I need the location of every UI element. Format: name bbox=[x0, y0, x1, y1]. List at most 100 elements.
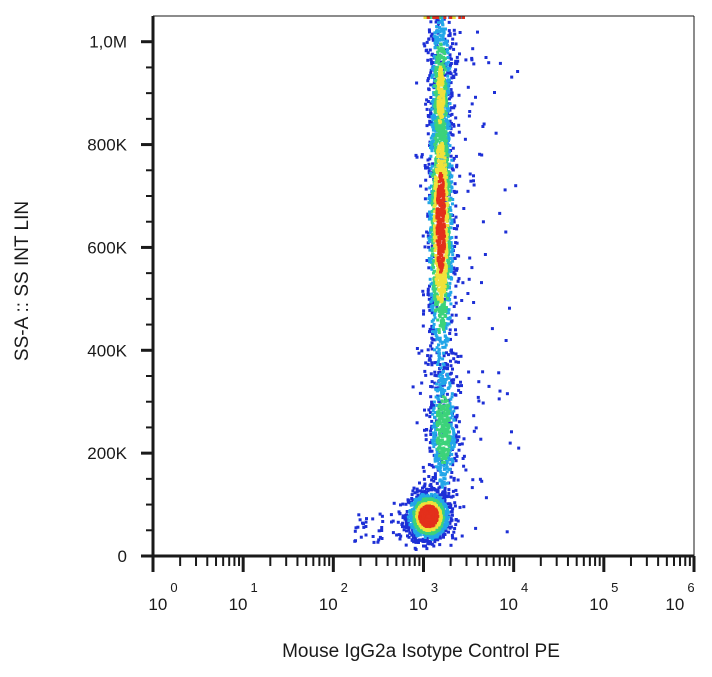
data-point bbox=[364, 520, 368, 524]
data-point bbox=[454, 488, 458, 492]
data-point bbox=[443, 113, 447, 117]
data-point bbox=[443, 330, 446, 334]
data-point bbox=[452, 409, 456, 413]
data-point bbox=[470, 58, 474, 62]
data-point bbox=[439, 386, 443, 389]
data-point bbox=[440, 130, 444, 134]
data-point bbox=[447, 97, 451, 101]
data-point bbox=[448, 144, 452, 148]
data-point bbox=[448, 285, 451, 289]
data-point bbox=[429, 20, 433, 24]
data-point bbox=[413, 532, 417, 536]
data-point bbox=[401, 502, 405, 506]
data-point bbox=[425, 428, 428, 431]
data-point bbox=[377, 529, 381, 533]
data-point bbox=[440, 413, 444, 417]
data-point bbox=[452, 28, 456, 32]
data-point bbox=[436, 363, 440, 366]
data-point bbox=[454, 435, 458, 439]
data-point bbox=[446, 481, 449, 485]
data-point bbox=[427, 293, 431, 297]
y-tick-label: 600K bbox=[87, 238, 127, 257]
data-point bbox=[425, 534, 429, 538]
data-point bbox=[427, 408, 431, 412]
data-point bbox=[439, 227, 442, 231]
data-point bbox=[426, 100, 430, 103]
data-point bbox=[422, 477, 426, 481]
data-point bbox=[444, 434, 448, 438]
data-point bbox=[441, 35, 445, 39]
data-point bbox=[447, 530, 450, 534]
data-point bbox=[446, 83, 450, 87]
data-point bbox=[443, 533, 447, 536]
data-point bbox=[434, 127, 438, 130]
x-tick-label: 105 bbox=[589, 580, 618, 614]
data-point bbox=[444, 292, 448, 295]
data-point bbox=[426, 354, 430, 358]
data-point bbox=[457, 448, 461, 452]
data-point bbox=[445, 392, 449, 396]
data-point bbox=[450, 351, 454, 355]
data-point bbox=[428, 74, 432, 78]
data-point bbox=[434, 330, 438, 333]
data-point bbox=[450, 452, 454, 456]
data-point bbox=[452, 16, 456, 19]
data-point bbox=[429, 154, 433, 158]
data-point bbox=[432, 322, 436, 326]
data-point bbox=[444, 472, 447, 476]
data-point bbox=[380, 514, 384, 518]
data-point bbox=[442, 84, 446, 88]
data-point bbox=[442, 366, 446, 369]
data-point bbox=[407, 528, 411, 532]
data-point bbox=[441, 391, 445, 395]
data-point bbox=[445, 43, 449, 47]
data-point bbox=[434, 255, 438, 259]
data-point bbox=[493, 91, 496, 94]
data-point bbox=[444, 152, 448, 155]
data-point bbox=[432, 479, 436, 483]
data-point bbox=[435, 382, 439, 386]
data-point bbox=[428, 157, 432, 161]
data-point bbox=[445, 412, 449, 416]
data-point bbox=[421, 324, 425, 328]
data-point bbox=[417, 351, 421, 355]
data-point bbox=[450, 378, 454, 382]
data-point bbox=[438, 432, 442, 436]
data-point bbox=[447, 515, 451, 519]
data-point bbox=[449, 462, 453, 466]
data-point bbox=[454, 116, 458, 120]
data-point bbox=[435, 305, 439, 309]
data-points-layer bbox=[353, 16, 521, 551]
y-tick-label: 400K bbox=[87, 341, 127, 360]
data-point bbox=[453, 32, 457, 36]
data-point bbox=[433, 31, 437, 35]
data-point bbox=[452, 476, 456, 480]
data-point bbox=[408, 531, 412, 535]
data-point bbox=[472, 62, 476, 66]
data-point bbox=[449, 448, 453, 452]
data-point bbox=[433, 492, 437, 496]
data-point bbox=[434, 192, 438, 195]
data-point bbox=[446, 374, 450, 378]
x-tick-label: 101 bbox=[229, 580, 258, 614]
data-point bbox=[439, 34, 443, 38]
data-point bbox=[443, 143, 447, 147]
data-point bbox=[419, 497, 423, 501]
data-point bbox=[409, 503, 413, 507]
data-point bbox=[472, 183, 476, 187]
data-point bbox=[464, 58, 468, 62]
data-point bbox=[426, 348, 430, 352]
data-point bbox=[437, 354, 441, 358]
data-point bbox=[439, 172, 443, 176]
data-point bbox=[451, 436, 455, 439]
x-tick-exponent: 5 bbox=[611, 580, 618, 595]
data-point bbox=[452, 106, 456, 110]
data-point bbox=[428, 284, 431, 288]
data-point bbox=[428, 541, 432, 545]
data-point bbox=[454, 313, 458, 317]
data-point bbox=[471, 47, 475, 51]
data-point bbox=[428, 358, 432, 362]
data-point bbox=[422, 293, 425, 297]
data-point bbox=[442, 449, 446, 453]
data-point bbox=[426, 287, 430, 291]
